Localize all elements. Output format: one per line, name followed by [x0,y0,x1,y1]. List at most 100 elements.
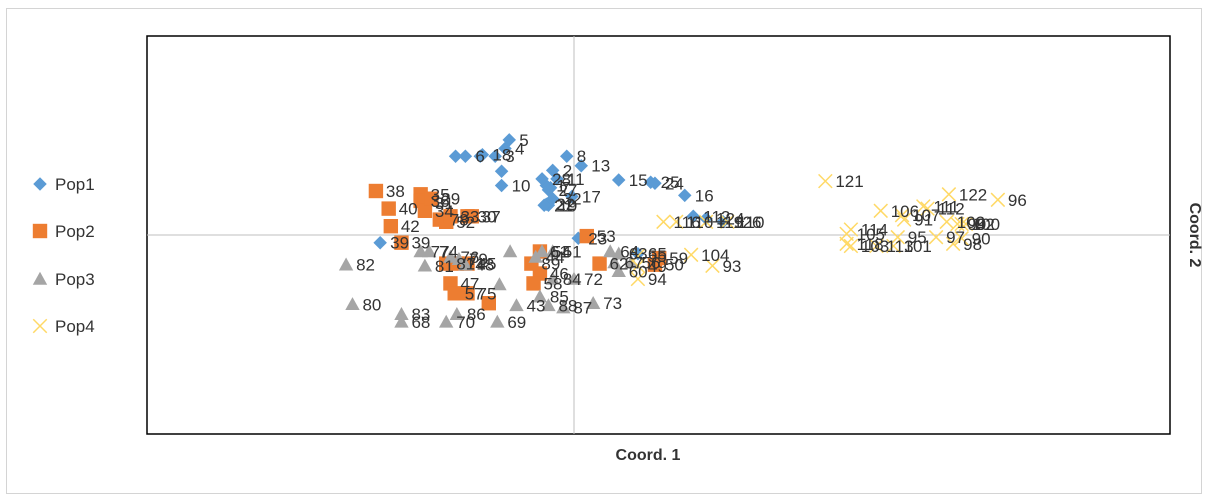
point-label-pop2-23: 58 [544,274,563,293]
point-label-pop2-10: 52 [456,213,475,232]
point-pop3-14 [532,289,548,303]
point-pop4-17 [945,236,961,252]
point-label-pop1-3: 4 [515,140,524,159]
point-label-pop3-26: 56 [642,254,661,273]
point-label-pop2-9: 78 [450,211,469,230]
point-pop3-7 [345,297,360,311]
point-pop4-2 [990,192,1006,208]
legend-label-pop4: Pop4 [55,317,95,336]
point-label-pop3-0: 82 [356,256,375,275]
point-label-pop4-1: 122 [959,185,987,204]
point-label-pop4-13: 105 [857,225,885,244]
point-label-pop2-21: 89 [541,255,560,274]
point-label-pop4-24: 119 [716,213,743,232]
point-pop1-9 [494,164,509,178]
point-label-pop1-12: 28 [552,170,571,189]
point-pop4-29 [705,258,720,274]
point-pop3-5 [451,252,467,265]
point-label-pop3-24: 63 [629,245,648,264]
point-label-pop4-14: 95 [908,228,927,247]
point-label-pop3-9: 68 [411,313,430,332]
point-pop4-15 [928,229,944,245]
point-pop1-5 [473,149,488,163]
point-pop1-6 [448,149,463,163]
point-label-pop3-2: 81 [435,257,454,276]
point-pop1-25 [537,198,551,213]
point-label-pop2-25: 53 [597,227,616,246]
point-pop3-17 [585,296,601,309]
legend-label-pop2: Pop2 [55,222,95,241]
point-pop1-18 [574,158,588,173]
point-label-pop2-5: 36 [431,192,450,211]
point-pop2-19 [460,286,475,301]
point-label-pop1-13: 11 [567,170,585,189]
legend-marker-pop1 [33,177,47,191]
point-pop3-20 [566,271,582,285]
point-pop4-0 [818,173,833,189]
point-pop4-7 [896,212,912,227]
point-pop2-8 [424,191,439,206]
point-pop3-13 [509,298,524,312]
point-label-pop3-13: 43 [526,296,545,315]
point-label-pop3-18: 44 [546,248,565,267]
point-pop2-23 [526,276,541,291]
point-pop1-21 [648,176,662,191]
point-pop3-23 [603,244,618,258]
point-label-pop1-23: 17 [582,188,601,207]
point-pop4-4 [920,201,935,216]
point-pop4-23 [668,214,684,230]
point-label-pop1-1: 18 [492,146,511,165]
point-pop2-28 [647,257,663,272]
point-pop4-3 [916,199,931,214]
point-pop1-27 [699,211,713,226]
point-label-pop1-14: 7 [561,179,570,198]
point-label-pop4-0: 121 [835,172,863,191]
point-pop3-10 [439,314,454,328]
point-label-pop2-0: 38 [386,182,405,201]
point-label-pop3-17: 73 [603,294,622,313]
point-pop2-11 [443,209,458,224]
point-pop4-19 [843,238,859,254]
point-label-pop3-25: 67 [624,254,643,273]
point-label-pop2-18: 57 [465,284,484,303]
point-pop1-2 [488,149,502,163]
point-label-pop4-4: 112 [938,200,965,219]
point-pop1-31 [631,246,645,261]
point-pop3-3 [421,244,437,258]
legend-label-pop1: Pop1 [55,175,95,194]
point-pop2-3 [394,235,409,250]
point-label-pop4-16: 90 [972,229,991,248]
point-label-pop4-5: 106 [891,202,919,221]
point-label-pop4-6: 107 [912,206,940,225]
point-label-pop1-28: 126 [733,213,761,232]
point-label-pop2-7: 34 [435,202,454,221]
point-label-pop2-2: 42 [401,217,420,236]
point-pop2-25 [579,228,594,244]
point-pop2-2 [383,219,399,234]
point-label-pop4-10: 99 [967,215,986,234]
point-label-pop4-28: 94 [648,270,667,289]
point-label-pop3-6: 48 [475,256,494,275]
point-pop4-9 [954,216,969,232]
point-pop4-16 [954,231,969,246]
legend-marker-pop3 [32,271,48,285]
point-pop1-12 [535,172,549,186]
point-pop1-0 [458,149,473,163]
point-label-pop1-4: 5 [519,131,528,150]
point-label-pop1-21: 24 [665,174,684,193]
point-label-pop2-19: 75 [478,284,497,303]
point-pop3-28 [502,244,518,258]
point-label-pop4-22: 116 [673,213,700,232]
point-label-pop1-7: 8 [577,147,586,166]
point-label-pop1-18: 13 [591,157,610,176]
point-pop1-7 [560,149,574,163]
point-pop3-12 [490,314,505,328]
point-pop4-28 [630,271,646,287]
point-label-pop4-26: 55 [648,247,667,266]
point-label-pop1-17: 19 [558,196,577,215]
point-label-pop2-27: 59 [669,249,688,268]
point-label-pop2-16: 45 [478,255,497,274]
point-label-pop3-19: 84 [563,270,582,289]
